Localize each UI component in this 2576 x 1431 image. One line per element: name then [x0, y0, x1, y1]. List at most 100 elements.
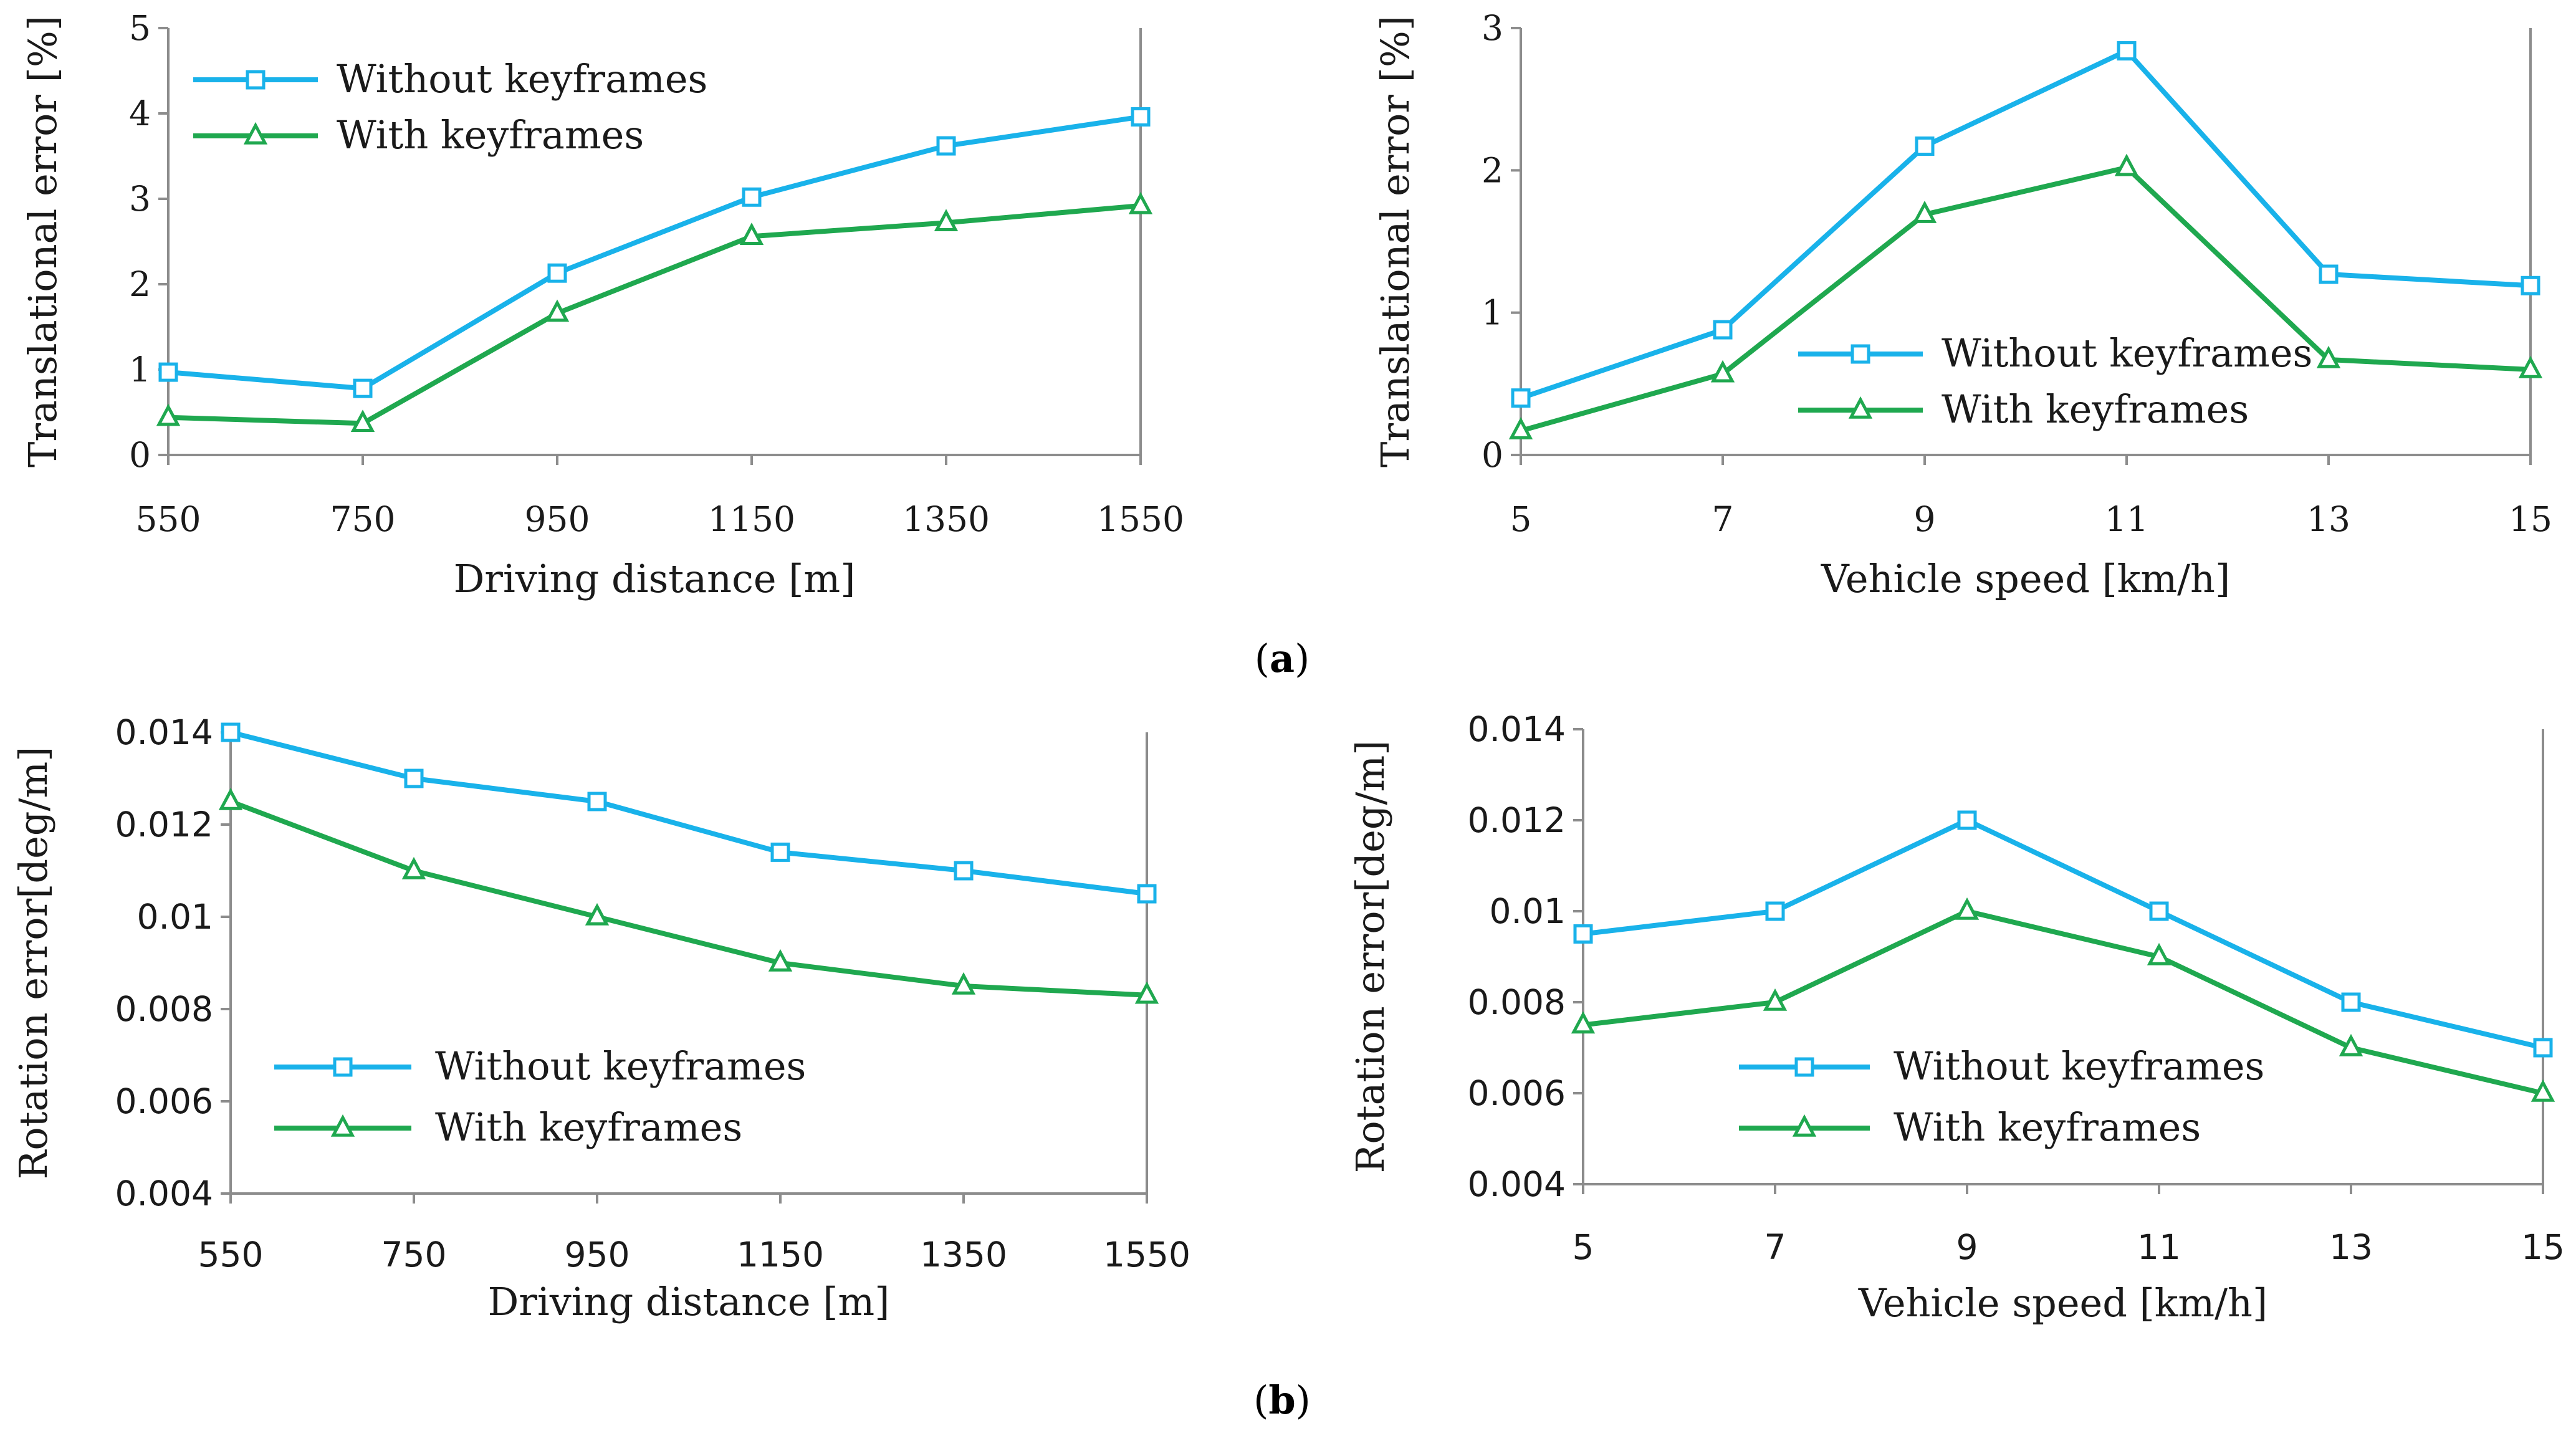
series-without-keyframes: [221, 722, 1157, 904]
x-tick-label: 550: [198, 1235, 264, 1275]
data-point-marker: [350, 409, 375, 433]
data-point-marker: [2319, 264, 2339, 284]
x-tick-label: 1350: [920, 1235, 1007, 1275]
data-point-marker: [2518, 355, 2543, 378]
data-point-marker: [156, 403, 181, 426]
data-point-marker: [1571, 1011, 1596, 1034]
data-point-marker: [739, 223, 764, 245]
data-point-marker: [587, 792, 607, 811]
data-point-marker: [2149, 901, 2169, 921]
y-axis-title: Rotation error[deg/m]: [11, 747, 56, 1180]
series-with-keyframes: [1571, 897, 2555, 1102]
data-point-marker: [2117, 41, 2137, 61]
data-point-marker: [768, 949, 793, 972]
legend-marker: [243, 122, 268, 145]
legend: Without keyframes With keyframes: [274, 1043, 806, 1150]
y-tick-label: 0.006: [1468, 1073, 1566, 1113]
y-tick-label: 0.012: [115, 805, 213, 845]
data-point-marker: [1710, 360, 1735, 383]
y-tick-label: 0.008: [1468, 982, 1566, 1022]
chart-rotation-error-vs-distance: 0.004 0.006 0.008 0.01 0.012 0.014 550 750 950 11…: [11, 712, 1190, 1324]
x-tick-label: 1350: [903, 499, 990, 539]
x-tick-label: 950: [525, 499, 590, 539]
series-with-keyframes: [156, 191, 1153, 433]
series-line: [229, 799, 1147, 998]
x-tick-label: 15: [2509, 499, 2552, 539]
y-tick-label: 0.008: [115, 989, 213, 1029]
series-without-keyframes: [1573, 810, 2553, 1058]
legend: Without keyframes With keyframes: [1739, 1043, 2264, 1150]
data-point-marker: [1508, 417, 1533, 439]
y-tick-label: 2: [129, 264, 151, 304]
data-point-marker: [1573, 924, 1593, 944]
data-point-marker: [1128, 191, 1153, 214]
series-line: [1520, 48, 2531, 401]
y-tick-label: 0.004: [115, 1174, 213, 1213]
data-point-marker: [1957, 810, 1977, 830]
x-tick-label: 5: [1510, 499, 1532, 539]
y-tick-label: 1: [1482, 293, 1503, 333]
data-point-marker: [1915, 136, 1935, 156]
y-tick-label: 4: [129, 93, 151, 133]
x-tick-label: 9: [1914, 499, 1936, 539]
data-point-marker: [1955, 897, 1980, 920]
data-point-marker: [1765, 901, 1785, 921]
x-tick-label: 1550: [1097, 499, 1184, 539]
data-point-marker: [353, 378, 373, 398]
data-point-marker: [742, 187, 762, 207]
series-line: [168, 203, 1141, 426]
data-point-marker: [934, 209, 959, 232]
data-point-marker: [2339, 1033, 2363, 1056]
series-line: [1582, 818, 2544, 1050]
data-point-marker: [2147, 942, 2171, 965]
legend-label: With keyframes: [1942, 386, 2249, 432]
data-point-marker: [2341, 992, 2361, 1012]
series-without-keyframes: [158, 107, 1151, 398]
x-tick-label: 15: [2521, 1227, 2565, 1267]
data-point-marker: [547, 263, 567, 283]
series-without-keyframes: [1511, 41, 2540, 408]
series-with-keyframes: [1508, 153, 2543, 439]
x-tick-label: 13: [2307, 499, 2350, 539]
y-tick-label: 0.01: [137, 897, 213, 937]
legend-label: With keyframes: [1894, 1104, 2201, 1150]
x-tick-label: 750: [381, 1235, 447, 1275]
data-point-marker: [221, 722, 241, 742]
data-point-marker: [2114, 153, 2139, 176]
legend-marker: [246, 70, 266, 90]
x-tick-label: 1550: [1103, 1235, 1190, 1275]
series-line: [168, 114, 1141, 391]
x-axis-title: Vehicle speed [km/h]: [1821, 556, 2230, 601]
y-tick-label: 3: [129, 179, 151, 219]
legend-marker: [333, 1057, 353, 1077]
y-tick-label: 0.006: [115, 1081, 213, 1121]
data-point-marker: [1713, 320, 1733, 340]
legend-label: Without keyframes: [1894, 1043, 2264, 1089]
data-point-marker: [1137, 884, 1157, 904]
x-tick-label: 5: [1573, 1227, 1594, 1267]
data-point-marker: [2533, 1038, 2553, 1058]
caption-b: (b): [1253, 1377, 1311, 1423]
x-tick-label: 13: [2329, 1227, 2373, 1267]
data-point-marker: [936, 136, 956, 156]
data-point-marker: [770, 842, 790, 862]
y-tick-label: 2: [1482, 150, 1503, 190]
y-tick-label: 5: [129, 8, 151, 48]
x-tick-label: 9: [1956, 1227, 1978, 1267]
data-point-marker: [1912, 201, 1937, 223]
data-point-marker: [2521, 275, 2540, 295]
series-with-keyframes: [218, 787, 1159, 1004]
x-tick-label: 11: [2137, 1227, 2181, 1267]
data-point-marker: [585, 902, 610, 926]
data-point-marker: [158, 362, 178, 382]
legend: Without keyframes With keyframes: [193, 56, 707, 158]
data-point-marker: [545, 299, 570, 322]
y-tick-label: 3: [1482, 8, 1503, 48]
x-tick-label: 1150: [708, 499, 795, 539]
x-tick-label: 750: [330, 499, 396, 539]
series-line: [1520, 165, 2531, 434]
x-tick-label: 550: [136, 499, 201, 539]
y-tick-label: 0.004: [1468, 1164, 1566, 1204]
data-point-marker: [954, 861, 974, 881]
